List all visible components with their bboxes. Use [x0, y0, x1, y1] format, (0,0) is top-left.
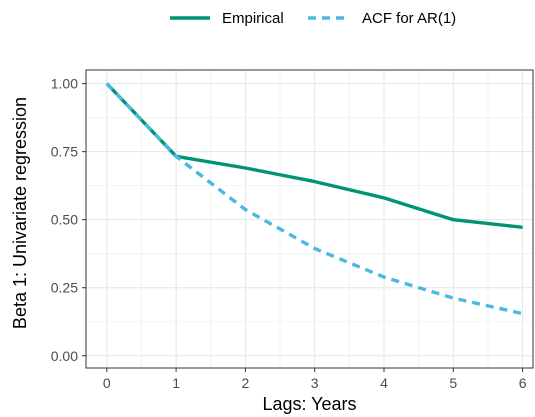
x-tick-label: 4 — [380, 375, 388, 391]
legend-label-acf-ar1: ACF for AR(1) — [362, 10, 456, 27]
x-axis-title: Lags: Years — [262, 394, 356, 414]
plot-border — [85, 69, 534, 369]
legend-label-empirical: Empirical — [222, 10, 284, 27]
x-tick-label: 6 — [519, 375, 527, 391]
x-tick-label: 3 — [311, 375, 319, 391]
plot-panel — [86, 70, 533, 368]
y-tick-label: 0.00 — [51, 348, 78, 364]
x-tick-label: 5 — [449, 375, 457, 391]
x-tick-label: 1 — [172, 375, 180, 391]
y-tick-label: 0.75 — [51, 144, 78, 160]
series-line-acf-ar1 — [105, 82, 523, 316]
x-axis: 0 1 2 3 4 5 6 — [103, 368, 527, 391]
y-tick-label: 0.25 — [51, 280, 78, 296]
x-tick-label: 2 — [241, 375, 249, 391]
series-layer — [105, 82, 523, 316]
y-axis-title: Beta 1: Univariate regression — [10, 97, 30, 329]
legend: Empirical ACF for AR(1) — [170, 10, 456, 27]
x-tick-label: 0 — [103, 375, 111, 391]
y-axis: 0.00 0.25 0.50 0.75 1.00 — [51, 76, 86, 364]
y-tick-label: 0.50 — [51, 212, 78, 228]
y-tick-label: 1.00 — [51, 76, 78, 92]
